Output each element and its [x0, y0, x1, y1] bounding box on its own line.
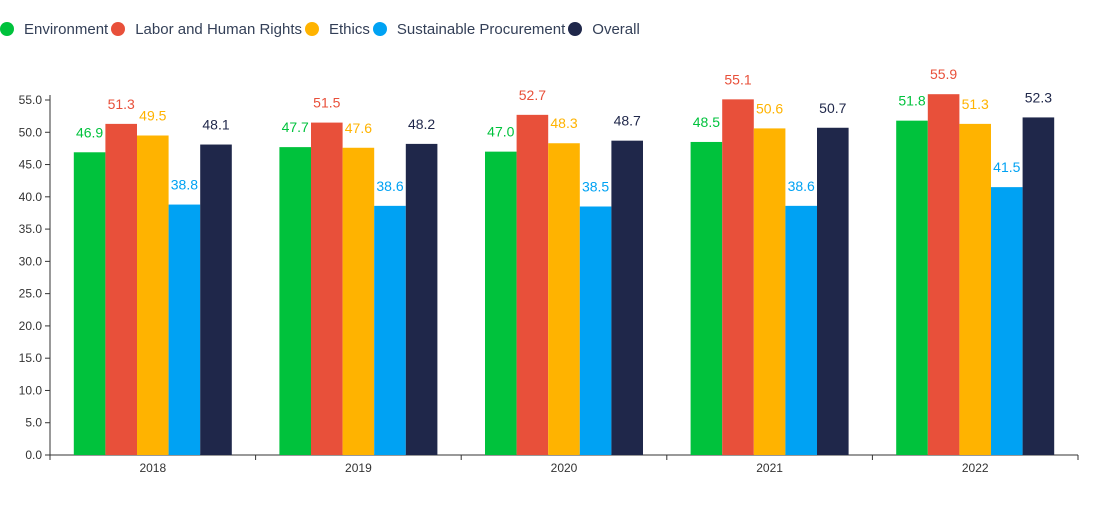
- bar: [374, 205, 406, 455]
- bar: [548, 143, 580, 455]
- legend-dot-icon: [304, 22, 319, 36]
- data-label: 51.5: [313, 95, 340, 111]
- data-label: 55.9: [930, 66, 957, 82]
- x-tick-label: 2019: [345, 461, 372, 475]
- chart-data-labels: 46.951.349.538.848.1 47.751.547.638.648.2…: [76, 66, 1052, 194]
- bar: [279, 147, 311, 456]
- x-tick-label: 2018: [139, 461, 166, 475]
- bar: [73, 152, 106, 456]
- bar: [991, 187, 1023, 456]
- data-label: 41.5: [993, 159, 1020, 175]
- chart-bars: [73, 94, 1055, 456]
- x-tick-label: 2020: [551, 461, 578, 475]
- chart-legend: Environment Labor and Human Rights Ethics S…: [0, 19, 643, 39]
- legend-label: Overall: [592, 20, 640, 38]
- data-label: 50.6: [756, 100, 783, 116]
- legend-label: Environment: [24, 20, 109, 38]
- bar: [485, 151, 517, 456]
- data-label: 48.5: [693, 114, 720, 130]
- data-label: 47.7: [282, 119, 309, 135]
- bar: [342, 147, 375, 455]
- bar: [785, 205, 817, 455]
- y-tick-label: 50.0: [19, 125, 43, 139]
- y-tick-label: 45.0: [19, 158, 43, 172]
- data-label: 38.6: [376, 178, 403, 194]
- data-label: 51.8: [898, 93, 925, 109]
- bar: [690, 141, 723, 456]
- y-tick-label: 15.0: [19, 351, 43, 365]
- y-tick-label: 5.0: [25, 416, 42, 430]
- data-label: 50.7: [819, 100, 846, 116]
- bar: [611, 140, 643, 455]
- legend-dot-icon: [372, 22, 387, 36]
- bar: [927, 94, 960, 455]
- legend-dot-icon: [0, 22, 14, 36]
- y-tick-label: 20.0: [19, 319, 43, 333]
- data-label: 46.9: [76, 124, 103, 140]
- legend-item-ethics[interactable]: Ethics: [304, 20, 373, 38]
- data-label: 47.0: [487, 124, 514, 140]
- bar: [311, 122, 343, 455]
- bar: [959, 123, 991, 455]
- y-tick-label: 40.0: [19, 190, 43, 204]
- bar: [516, 114, 549, 455]
- legend-item-environment[interactable]: Environment: [0, 21, 111, 38]
- bar: [722, 99, 754, 455]
- bar: [579, 206, 612, 455]
- legend-label: Labor and Human Rights: [135, 20, 302, 38]
- y-tick-label: 10.0: [19, 383, 43, 397]
- bar: [137, 135, 169, 455]
- x-tick-label: 2021: [756, 461, 783, 475]
- data-label: 47.6: [345, 120, 372, 136]
- data-label: 51.3: [962, 96, 989, 112]
- data-label: 38.5: [582, 179, 609, 195]
- bar: [1022, 117, 1055, 455]
- bar: [200, 144, 232, 455]
- legend-label: Sustainable Procurement: [396, 20, 566, 38]
- y-tick-label: 0.0: [25, 448, 42, 462]
- x-tick-label: 2022: [962, 461, 989, 475]
- data-label: 52.3: [1025, 89, 1052, 105]
- data-label: 48.2: [408, 116, 435, 132]
- bar: [896, 120, 928, 456]
- data-label: 38.8: [171, 177, 198, 193]
- y-tick-label: 55.0: [19, 93, 43, 107]
- legend-label: Ethics: [328, 20, 370, 38]
- legend-dot-icon: [568, 22, 583, 36]
- legend-item-overall[interactable]: Overall: [568, 21, 643, 38]
- bar: [105, 123, 137, 455]
- y-tick-label: 35.0: [19, 222, 43, 236]
- y-tick-label: 25.0: [19, 287, 43, 301]
- data-label: 48.3: [550, 115, 577, 131]
- bar: [168, 204, 201, 455]
- data-label: 48.7: [614, 113, 641, 129]
- bar: [405, 143, 438, 455]
- data-label: 55.1: [724, 71, 751, 87]
- data-label: 51.3: [108, 96, 135, 112]
- data-label: 38.6: [788, 178, 815, 194]
- bar: [817, 127, 849, 455]
- data-label: 52.7: [519, 87, 546, 103]
- legend-dot-icon: [111, 22, 126, 36]
- y-tick-label: 30.0: [19, 254, 43, 268]
- bar: [753, 128, 786, 455]
- legend-item-labor-and-human-rights[interactable]: Labor and Human Rights: [111, 21, 305, 38]
- legend-item-sustainable-procurement[interactable]: Sustainable Procurement: [372, 20, 568, 38]
- data-label: 49.5: [139, 108, 166, 124]
- data-label: 48.1: [202, 117, 229, 133]
